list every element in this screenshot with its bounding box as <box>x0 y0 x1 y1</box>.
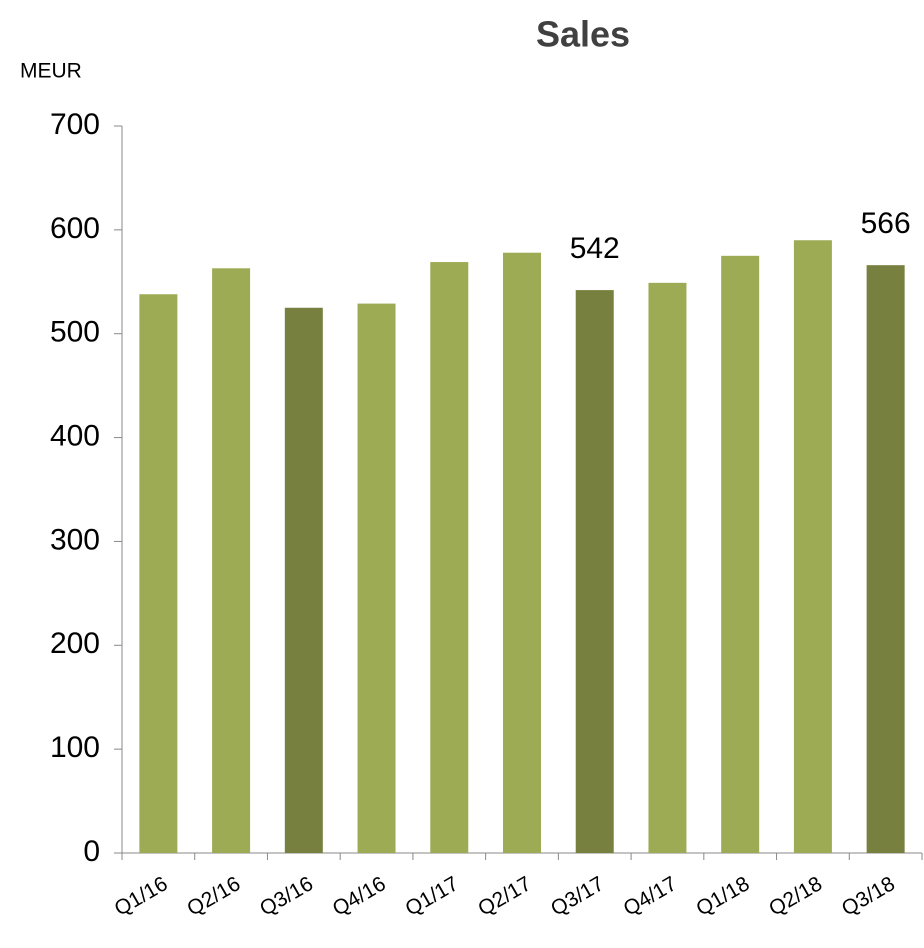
x-tick-label: Q3/18 <box>838 872 899 921</box>
y-tick-label: 200 <box>50 627 100 660</box>
y-axis-label: MEUR <box>20 60 82 83</box>
x-tick-label: Q2/16 <box>183 872 244 921</box>
bar <box>430 262 469 853</box>
y-tick-label: 500 <box>50 316 100 349</box>
chart-title: Sales <box>536 14 630 55</box>
x-tick-label: Q2/18 <box>765 872 826 921</box>
bar <box>866 265 905 853</box>
bar <box>648 282 687 853</box>
bar <box>284 307 323 853</box>
y-tick-label: 600 <box>50 212 100 245</box>
x-tick-label: Q2/17 <box>474 872 535 921</box>
x-tick-label: Q1/18 <box>692 872 753 921</box>
bar <box>357 303 396 853</box>
x-tick-label: Q1/17 <box>401 872 462 921</box>
value-label: 542 <box>570 232 620 265</box>
bar <box>793 240 832 853</box>
x-tick-label: Q3/17 <box>547 872 608 921</box>
y-tick-label: 300 <box>50 523 100 556</box>
y-tick-label: 0 <box>83 835 100 868</box>
bar <box>503 252 541 854</box>
bar <box>212 268 251 853</box>
x-tick-label: Q4/16 <box>329 872 390 921</box>
y-tick-label: 700 <box>50 108 100 141</box>
x-tick-label: Q4/17 <box>620 872 681 921</box>
bar <box>721 255 760 854</box>
y-tick-label: 100 <box>50 731 100 764</box>
x-tick-label: Q3/16 <box>256 872 317 921</box>
bar <box>139 294 178 854</box>
value-label: 566 <box>861 207 911 240</box>
bar <box>575 290 614 853</box>
y-tick-label: 400 <box>50 419 100 452</box>
x-tick-label: Q1/16 <box>111 872 172 921</box>
